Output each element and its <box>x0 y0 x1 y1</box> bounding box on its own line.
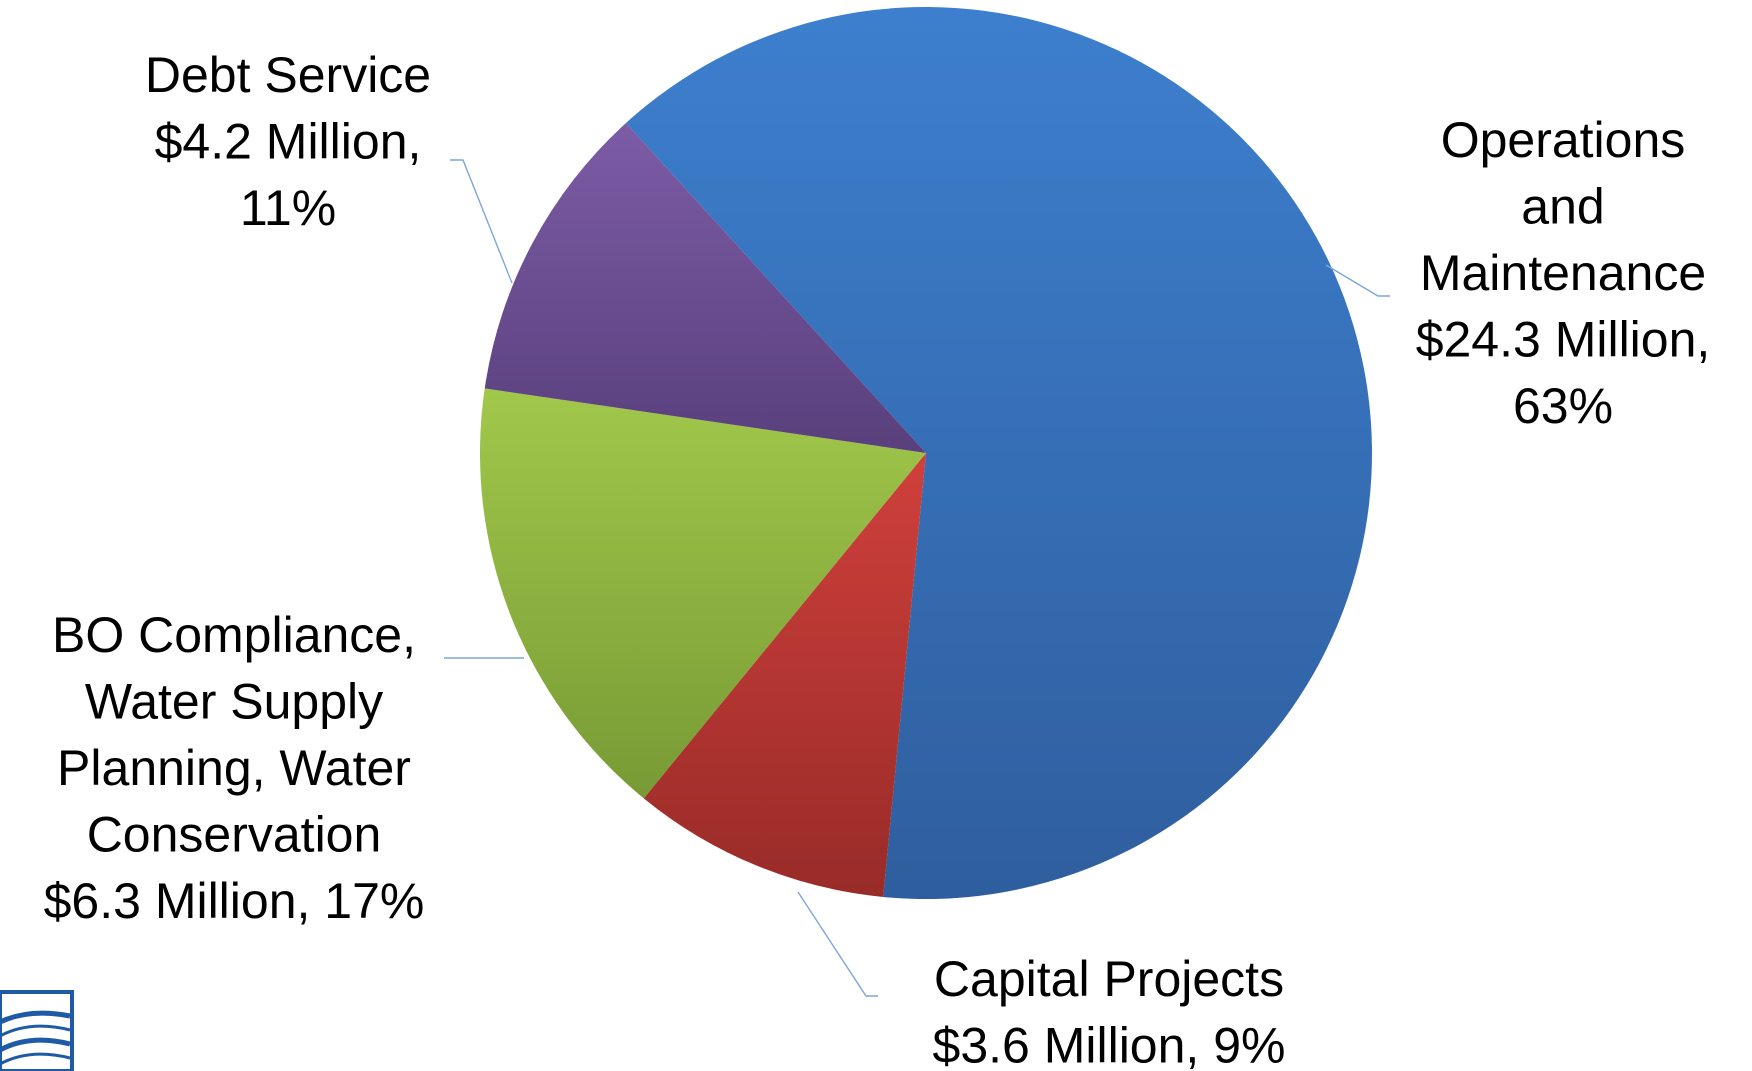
data-label-line: Capital Projects <box>934 951 1284 1007</box>
leader-line-operations <box>1325 264 1390 297</box>
pie-slice-capital <box>643 453 926 897</box>
data-label-line: Water Supply <box>85 674 383 730</box>
data-label-line: Conservation <box>87 807 382 863</box>
data-label-line: Operations <box>1441 112 1686 168</box>
data-label-line: 11% <box>240 180 336 236</box>
data-label-line: $6.3 Million, 17% <box>44 873 425 929</box>
data-label-line: $24.3 Million, <box>1416 312 1711 368</box>
data-label-capital: Capital Projects $3.6 Million, 9% <box>933 951 1286 1071</box>
data-label-line: Debt Service <box>145 47 431 103</box>
pie-slice-debt <box>484 123 926 454</box>
data-label-operations: Operations and Maintenance $24.3 Million, 63… <box>1416 112 1711 434</box>
logo-wave <box>0 1052 71 1066</box>
data-label-debt: Debt Service $4.2 Million, 11% <box>145 47 431 236</box>
logo-wave <box>0 1037 71 1053</box>
data-label-line: Planning, Water <box>57 740 411 796</box>
leader-line-capital <box>797 891 878 997</box>
pie-slice-bo_compliance <box>479 388 926 799</box>
data-labels: Operations and Maintenance $24.3 Million, 63… <box>44 47 1711 1071</box>
wave-logo-icon <box>0 990 74 1071</box>
data-label-line: and <box>1521 179 1604 235</box>
data-label-line: Maintenance <box>1420 245 1706 301</box>
data-label-line: BO Compliance, <box>52 607 416 663</box>
leader-line-debt <box>450 159 513 284</box>
pie-slices <box>479 7 1372 900</box>
logo-wave <box>0 1024 71 1038</box>
data-label-bo_compliance: BO Compliance, Water Supply Planning, Wate… <box>44 607 425 929</box>
pie-slice-operations <box>625 7 1372 900</box>
data-label-line: 63% <box>1513 378 1613 434</box>
leader-lines <box>444 159 1390 997</box>
data-label-line: $3.6 Million, 9% <box>933 1018 1286 1071</box>
data-label-line: $4.2 Million, <box>155 114 422 170</box>
logo-wave <box>0 1010 71 1025</box>
